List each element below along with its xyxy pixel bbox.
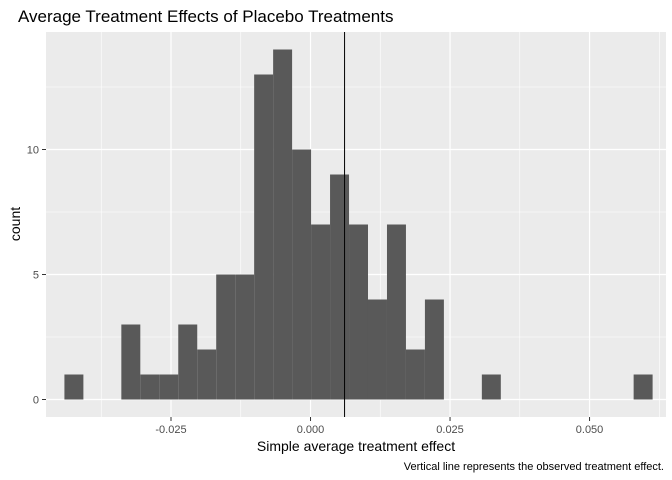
histogram-bar [64,374,84,400]
histogram-bar [254,74,274,400]
x-tick-label: -0.025 [155,424,186,436]
histogram-bar [273,49,293,400]
histogram-bar [405,349,425,400]
chart-title: Average Treatment Effects of Placebo Tre… [18,7,393,26]
histogram-bar [424,299,444,400]
histogram-bar [178,324,198,400]
x-tick-label: 0.050 [576,424,604,436]
x-axis: -0.025 0.000 0.025 0.050 [155,417,603,436]
chart-caption: Vertical line represents the observed tr… [404,461,664,473]
histogram-bar [367,299,387,400]
x-axis-title: Simple average treatment effect [257,438,455,454]
histogram-bar [386,224,406,400]
histogram-bar [140,374,160,400]
histogram-bar [197,349,217,400]
y-tick-label: 10 [27,145,39,157]
x-tick-label: 0.000 [297,424,325,436]
histogram-bar [311,224,331,400]
histogram-bar [633,374,653,400]
histogram-bar [216,274,236,400]
histogram-bar [292,149,312,400]
histogram-bar [330,174,350,400]
y-tick-label: 0 [33,395,39,407]
histogram-bar [159,374,179,400]
y-axis-title: count [7,207,23,241]
histogram-bar [481,374,501,400]
histogram-bar [349,224,368,400]
histogram-bar [121,324,141,400]
x-tick-label: 0.025 [436,424,464,436]
y-axis: 0 5 10 [27,145,46,407]
histogram-bar [235,274,255,400]
y-tick-label: 5 [33,270,39,282]
